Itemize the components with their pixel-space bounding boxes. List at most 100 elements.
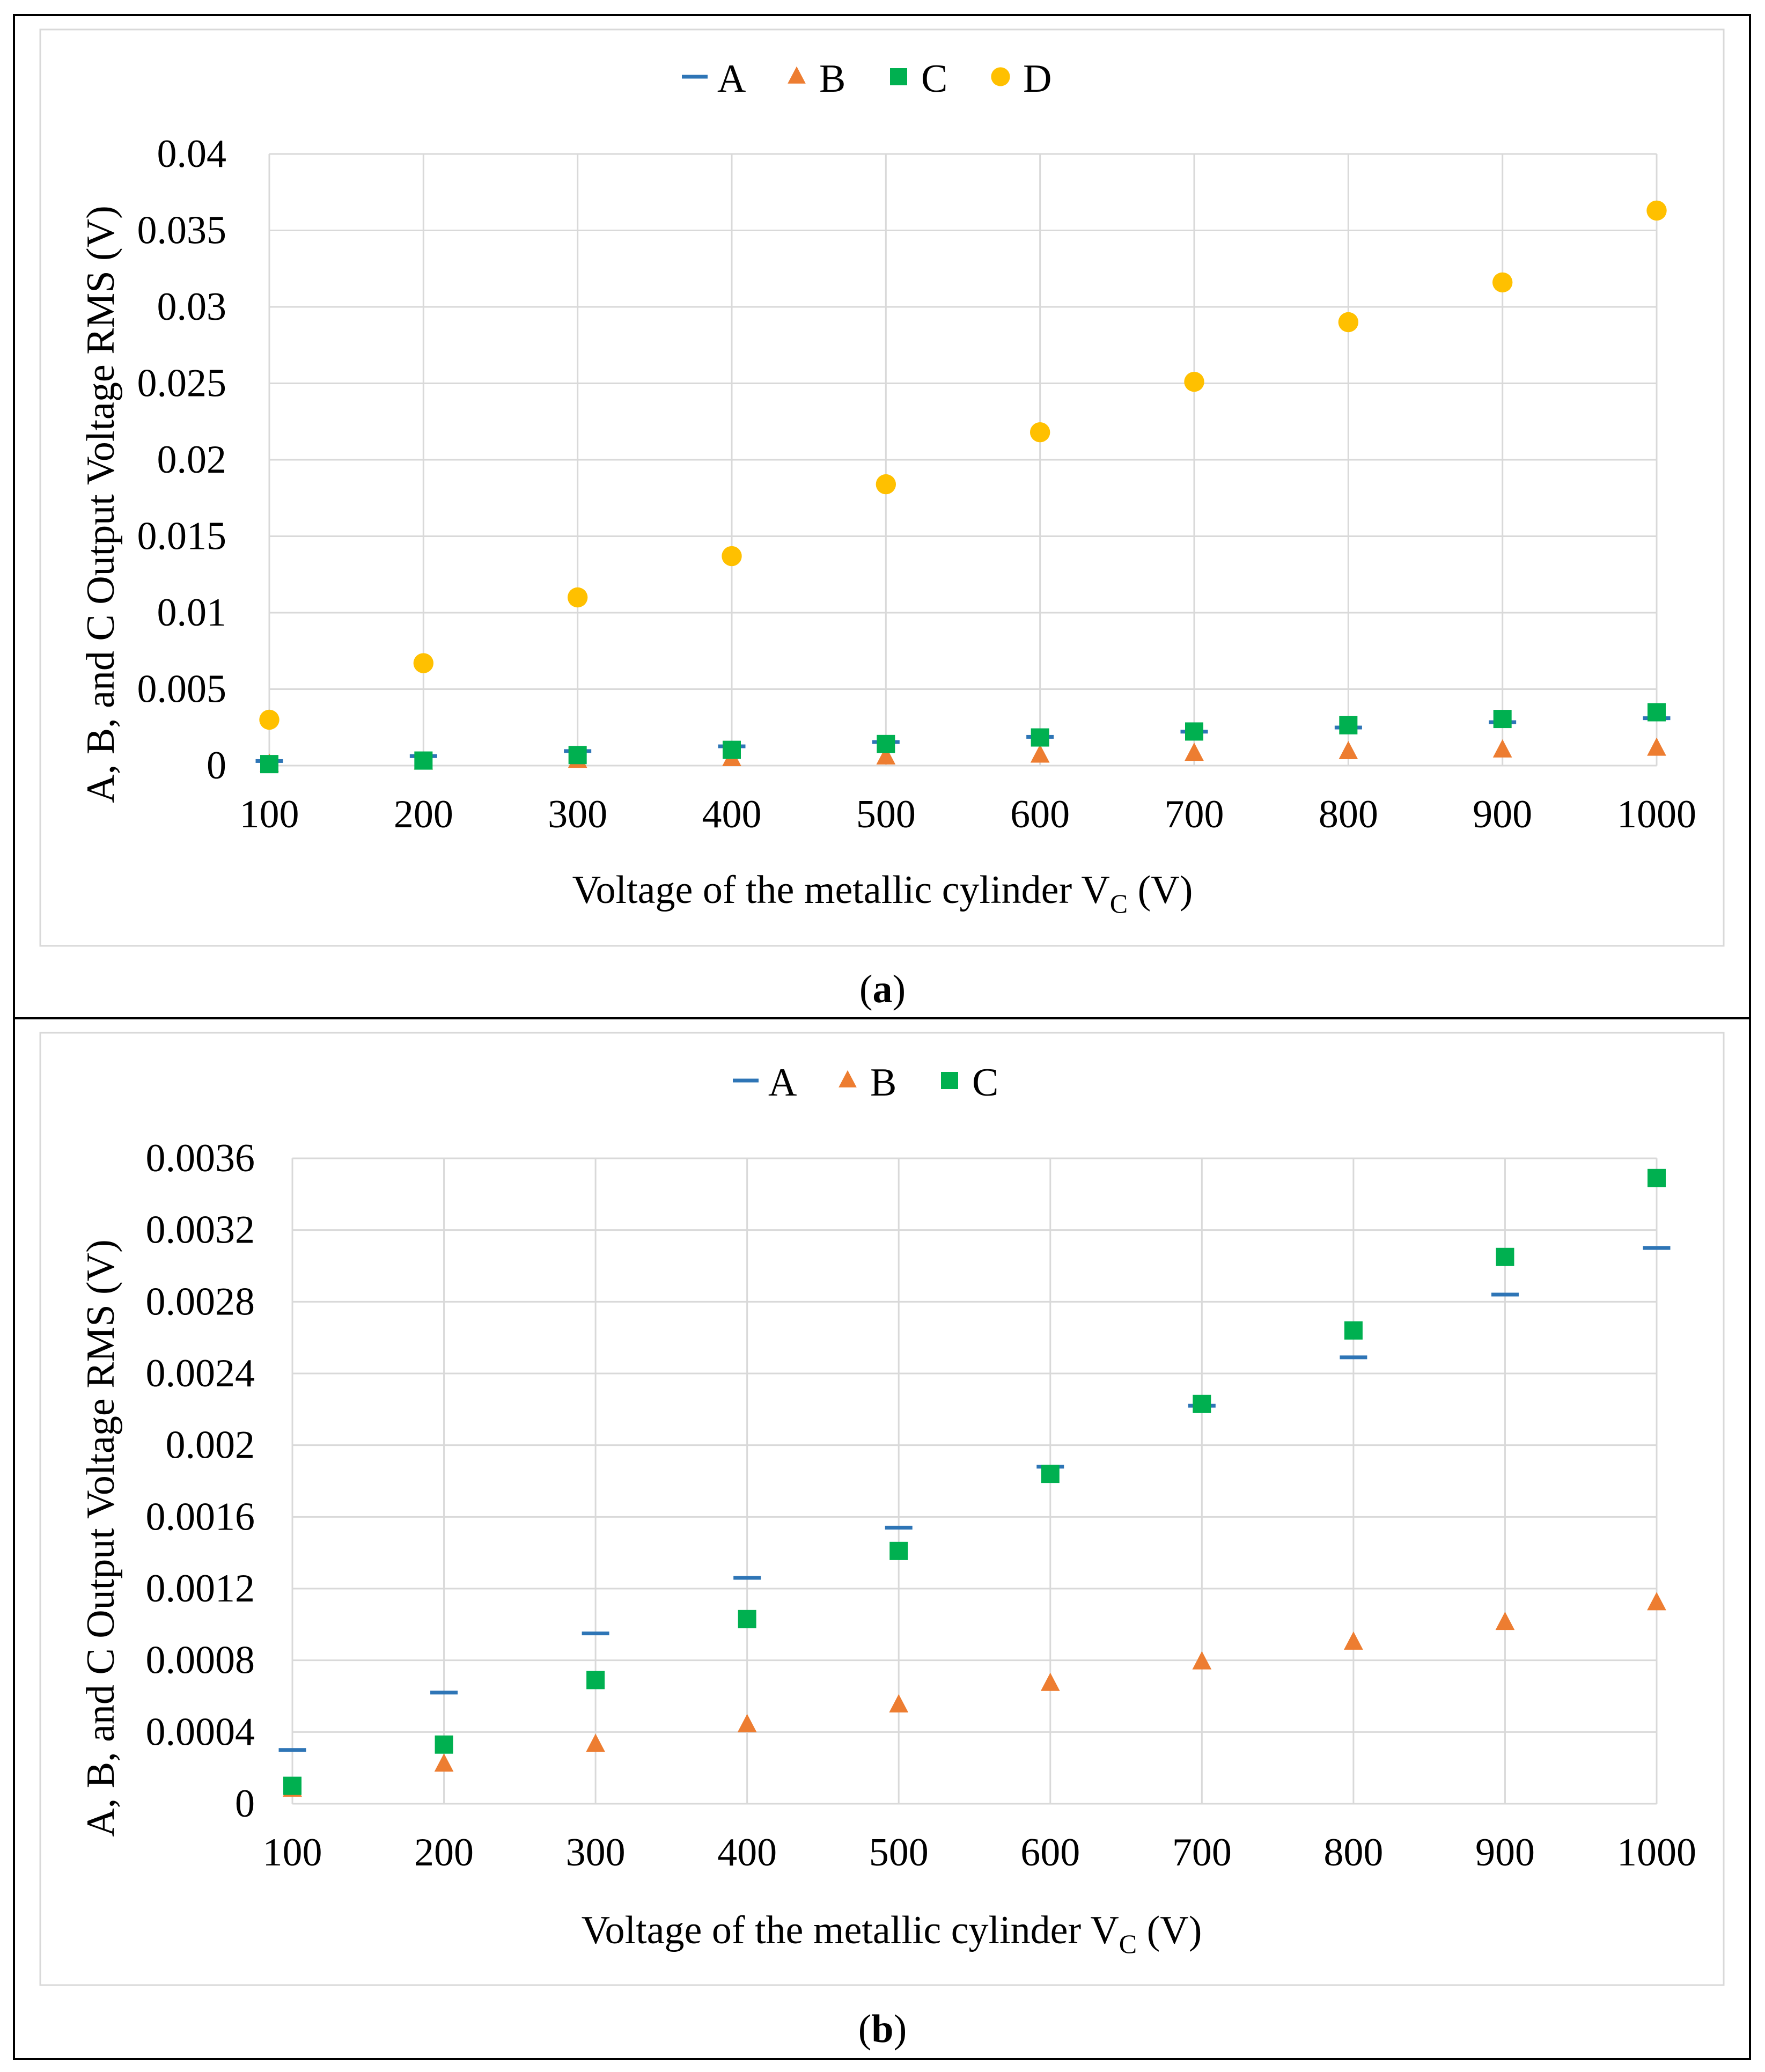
legend-marker-b [788,66,806,84]
chart-b-x-axis-label-subscript: C [1119,1929,1137,1959]
x-tick-label: 1000 [1617,1831,1696,1875]
data-point-b [1030,744,1050,763]
x-tick-label: 500 [869,1831,929,1875]
chart-b-area [39,1032,1725,1986]
data-point-d [259,709,280,730]
data-point-c [1339,716,1358,734]
data-point-d [1492,272,1513,293]
y-tick-label: 0.015 [137,515,227,559]
legend-marker-d [991,67,1010,86]
legend-marker-b [839,1070,857,1088]
legend-label-c: C [972,1061,998,1105]
data-point-d [722,546,742,567]
y-tick-label: 0.01 [157,591,227,635]
x-tick-label: 800 [1319,792,1378,836]
x-tick-label: 500 [856,792,916,836]
y-tick-label: 0.0036 [146,1136,255,1180]
legend-marker-c [890,68,907,85]
chart-a-gridlines [268,153,1658,767]
legend-label-a: A [717,57,746,101]
x-tick-label: 100 [240,792,299,836]
data-point-c [1648,703,1666,722]
data-point-b [1647,1592,1666,1611]
data-point-b [889,1694,909,1713]
data-point-d [1184,371,1204,392]
x-tick-label: 300 [566,1831,626,1875]
x-tick-label: 400 [702,792,762,836]
legend-item-b: B [839,1061,896,1105]
chart-a-x-axis-label-main: Voltage of the metallic cylinder V [572,868,1110,912]
y-tick-label: 0.025 [137,362,227,406]
y-tick-label: 0 [207,744,226,788]
y-tick-label: 0.005 [137,667,227,711]
chart-a-x-axis-label: Voltage of the metallic cylinder VC (V) [572,868,1193,919]
data-point-c [889,1541,908,1560]
data-point-b [1647,737,1666,756]
x-tick-label: 300 [548,792,607,836]
chart-a-x-axis-label-subscript: C [1110,888,1128,919]
data-point-b [876,746,896,765]
y-tick-label: 0.0012 [146,1567,255,1611]
y-tick-label: 0.0016 [146,1495,255,1539]
data-point-c [1344,1321,1363,1340]
data-point-a [1340,1355,1367,1360]
x-tick-label: 600 [1010,792,1070,836]
x-tick-label: 1000 [1617,792,1696,836]
data-point-d [876,474,896,495]
y-tick-label: 0.0004 [146,1710,255,1754]
data-point-a [1643,1246,1671,1250]
x-tick-label: 400 [717,1831,777,1875]
x-tick-label: 900 [1475,1831,1535,1875]
data-point-a [885,1525,913,1530]
data-point-b [1339,740,1358,759]
data-point-b [434,1753,454,1772]
chart-a-y-axis-label: A, B, and C Output Voltage RMS (V) [79,205,123,803]
chart-b-gridlines [291,1157,1658,1805]
chart-b-marks [278,1169,1671,1797]
chart-b-y-axis-label: A, B, and C Output Voltage RMS (V) [79,1239,123,1836]
chart-a-marks [255,200,1671,774]
legend-label-a: A [768,1061,797,1105]
legend-label-b: B [819,57,845,101]
legend-label-d: D [1023,57,1051,101]
data-point-c [1031,728,1049,747]
y-tick-label: 0.0024 [146,1351,255,1395]
legend-item-a: A [733,1061,797,1105]
chart-a-legend: A B C D [682,57,1051,101]
data-point-c [1493,710,1512,729]
data-point-c [1648,1169,1666,1187]
data-point-b [1192,1651,1212,1670]
data-point-c [414,751,433,770]
data-point-d [1029,422,1050,443]
data-point-a [430,1691,458,1695]
data-point-c [1185,722,1203,741]
chart-b-x-axis-label-unit: (V) [1137,1908,1202,1952]
y-tick-label: 0.002 [166,1423,255,1467]
legend-item-a: A [682,57,746,101]
data-point-a [733,1576,761,1580]
data-point-b [1344,1631,1363,1650]
legend-item-d: D [991,57,1051,101]
data-point-b [1495,1612,1515,1630]
data-point-c [1193,1394,1211,1413]
data-point-a [278,1748,306,1752]
x-tick-label: 900 [1473,792,1532,836]
chart-b-x-axis-label-main: Voltage of the metallic cylinder V [582,1908,1119,1952]
data-point-b [586,1733,605,1752]
data-point-a [582,1632,609,1636]
y-tick-label: 0.0008 [146,1639,255,1682]
data-point-d [1338,312,1359,333]
data-point-d [567,587,588,608]
data-point-c [877,734,895,753]
x-tick-label: 600 [1020,1831,1080,1875]
y-tick-label: 0.03 [157,285,227,329]
x-tick-label: 700 [1165,792,1224,836]
data-point-c [586,1671,605,1689]
chart-b-y-tick-labels: 0 0.0004 0.0008 0.0012 0.0016 0.002 0.0024 0.00… [146,1136,255,1826]
legend-marker-a [682,75,708,79]
y-tick-label: 0.04 [157,132,227,176]
x-tick-label: 200 [394,792,453,836]
data-point-d [1646,200,1667,221]
